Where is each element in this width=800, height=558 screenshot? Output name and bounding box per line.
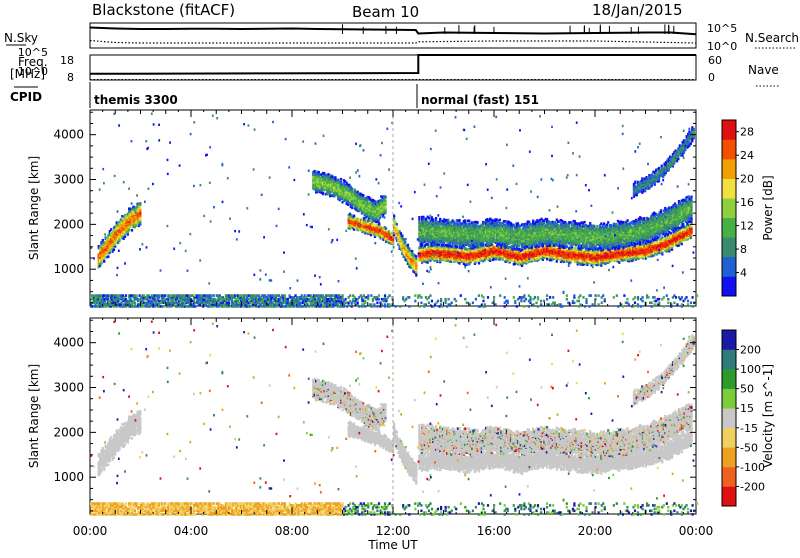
power-cell bbox=[103, 260, 105, 263]
power-cell bbox=[396, 227, 398, 230]
date-label: 18/Jan/2015 bbox=[592, 1, 683, 19]
cpid-panel: themis 3300 normal (fast) 151 bbox=[90, 82, 539, 108]
power-cell bbox=[328, 173, 330, 176]
freq-line-0 bbox=[90, 55, 696, 74]
power-cell bbox=[450, 245, 452, 248]
power-cell bbox=[371, 220, 373, 223]
power-cell bbox=[118, 239, 120, 242]
power-cell bbox=[456, 245, 458, 248]
power-cell bbox=[354, 189, 356, 192]
power-cell bbox=[401, 235, 403, 238]
power-cell bbox=[459, 219, 461, 222]
power-cell bbox=[478, 262, 480, 265]
power-cell bbox=[107, 255, 109, 258]
power-cell bbox=[435, 217, 437, 220]
power-cell bbox=[427, 261, 429, 264]
power-cell bbox=[415, 263, 417, 266]
power-cell bbox=[378, 223, 380, 226]
noise-panel-frame bbox=[90, 23, 696, 48]
power-cell bbox=[396, 223, 398, 226]
power-cell bbox=[556, 260, 558, 263]
power-cell bbox=[100, 260, 102, 263]
power-cell bbox=[322, 192, 324, 195]
power-cell bbox=[464, 219, 466, 222]
power-cell bbox=[385, 227, 387, 230]
power-cell bbox=[139, 209, 141, 212]
power-cell bbox=[351, 187, 353, 190]
power-cell bbox=[415, 255, 417, 258]
power-cell bbox=[131, 229, 133, 232]
power-cell bbox=[362, 194, 364, 197]
power-cell bbox=[102, 239, 104, 242]
cpid-segment-0: themis 3300 bbox=[94, 93, 178, 107]
power-cell bbox=[353, 215, 355, 218]
power-cell bbox=[521, 264, 523, 267]
power-cell bbox=[690, 228, 692, 231]
power-cell bbox=[429, 259, 431, 262]
power-cell bbox=[681, 243, 683, 246]
power-cell bbox=[415, 271, 417, 274]
power-cell bbox=[368, 219, 370, 222]
power-cell bbox=[661, 252, 663, 255]
frequency-panel-frame bbox=[90, 55, 696, 80]
power-cell bbox=[124, 235, 126, 238]
power-cell bbox=[113, 248, 115, 251]
power-cell bbox=[418, 216, 420, 219]
power-cell bbox=[135, 224, 137, 227]
power-cell bbox=[375, 221, 377, 224]
power-scatter bbox=[90, 113, 698, 308]
power-cell bbox=[408, 247, 410, 250]
power-cell bbox=[334, 176, 336, 179]
power-cell bbox=[384, 200, 386, 203]
noise-series bbox=[6, 24, 796, 48]
plot-title: Blackstone (fitACF) bbox=[92, 1, 235, 19]
power-cell bbox=[110, 228, 112, 231]
noise-line-1 bbox=[90, 41, 696, 44]
power-cell bbox=[546, 258, 548, 261]
power-cell bbox=[340, 181, 342, 184]
power-cell bbox=[574, 247, 576, 250]
power-cell bbox=[340, 178, 342, 181]
noise-line-0 bbox=[90, 28, 696, 35]
frequency-series bbox=[14, 55, 780, 87]
power-cell bbox=[428, 217, 430, 220]
power-cell bbox=[443, 242, 445, 245]
power-cell bbox=[411, 250, 413, 253]
power-cell bbox=[388, 230, 390, 233]
beam-label: Beam 10 bbox=[352, 3, 419, 21]
power-cell bbox=[404, 241, 406, 244]
cpid-segment-1: normal (fast) 151 bbox=[421, 93, 539, 107]
radar-summary-plot: Blackstone (fitACF) Beam 10 18/Jan/2015 … bbox=[0, 0, 800, 554]
power-cell bbox=[432, 218, 434, 221]
power-cell bbox=[139, 202, 141, 205]
radar-summary-svg: Blackstone (fitACF) Beam 10 18/Jan/2015 … bbox=[0, 0, 800, 554]
power-cell bbox=[403, 238, 405, 241]
power-cell bbox=[384, 207, 386, 210]
power-cell bbox=[384, 196, 386, 199]
power-cell bbox=[407, 244, 409, 247]
